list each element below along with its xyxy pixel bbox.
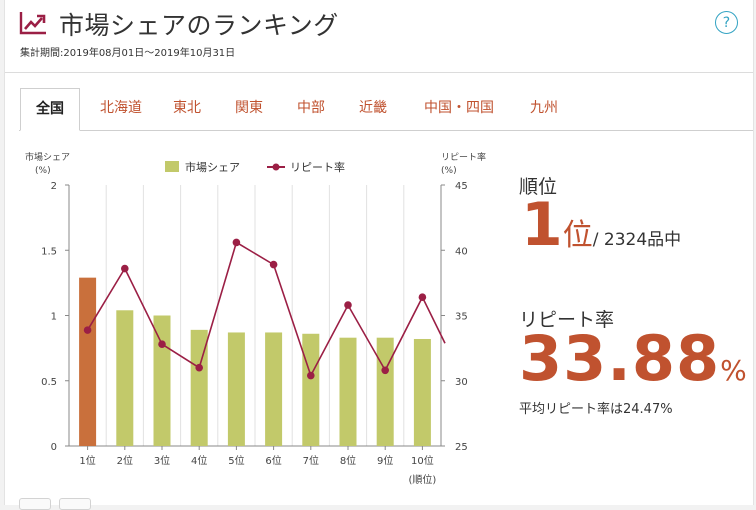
bar-market-share [302, 333, 320, 446]
left-axis-tick-label: 0 [51, 442, 57, 453]
right-axis-tick-label: 35 [455, 312, 468, 323]
x-axis-tick-label: 1位 [79, 454, 95, 467]
x-axis-tick-label: 4位 [191, 454, 207, 467]
left-axis-tick-label: 0.5 [41, 377, 57, 388]
rank-value: 1 [521, 190, 563, 260]
bar-market-share [116, 310, 134, 446]
repeat-rate-label: リピート率 [519, 309, 615, 331]
bar-market-share [376, 337, 394, 446]
right-axis-tick-label: 40 [455, 246, 468, 257]
rank-label: 順位 [519, 176, 558, 198]
tab-hokkaido[interactable]: 北海道 [100, 100, 142, 116]
left-axis-unit: (%) [35, 166, 51, 176]
repeat-rate-point [344, 301, 352, 309]
repeat-rate-display: 33.88% [519, 322, 747, 395]
bar-market-share [339, 337, 357, 446]
x-axis-unit: (順位) [408, 473, 436, 486]
ranking-chart: 0 0.5 1 1.5 2 25 30 35 40 45 市場シェア (%) リピート率 (%) 市場シェア… [25, 151, 486, 486]
help-icon[interactable]: ? [715, 11, 738, 34]
x-axis-tick-label: 9位 [377, 454, 393, 467]
repeat-rate-unit: % [720, 354, 747, 387]
region-tabs: 全国 北海道 東北 関東 中部 近畿 中国・四国 九州 [19, 88, 753, 131]
x-axis-tick-label: 6位 [265, 454, 281, 467]
tab-chubu[interactable]: 中部 [297, 100, 325, 116]
rank-display: 1位/ 2324品中 [521, 190, 681, 260]
header: 市場シェアのランキング 集計期間:2019年08月01日〜2019年10月31日… [5, 0, 753, 73]
right-axis-tick-label: 30 [455, 377, 468, 388]
left-axis-tick-label: 1 [51, 312, 57, 323]
repeat-rate-point [307, 371, 315, 380]
repeat-rate-point [418, 293, 427, 302]
tab-chugoku-shikoku[interactable]: 中国・四国 [424, 100, 494, 116]
legend-bar-swatch [165, 161, 179, 172]
pager-next-button[interactable] [59, 498, 91, 510]
x-axis-tick-label: 2位 [117, 454, 133, 467]
repeat-rate-point [381, 366, 390, 375]
x-axis-tick-label: 3位 [154, 454, 170, 467]
bar-market-share [265, 332, 283, 446]
aggregation-period: 集計期間:2019年08月01日〜2019年10月31日 [20, 48, 236, 59]
x-axis-tick-label: 10位 [411, 454, 434, 467]
legend-market-share: 市場シェア [185, 160, 240, 174]
repeat-rate-point [195, 363, 203, 372]
bar-market-share [227, 332, 245, 446]
repeat-rate-point [121, 264, 129, 273]
repeat-rate-point [232, 238, 241, 247]
average-repeat-rate: 平均リピート率は24.47% [519, 402, 673, 417]
tab-kyushu[interactable]: 九州 [530, 100, 558, 116]
repeat-rate-value: 33.88 [519, 322, 721, 395]
page-title: 市場シェアのランキング [59, 11, 339, 40]
repeat-rate-point [83, 326, 92, 334]
rank-total: / 2324品中 [592, 230, 682, 250]
bar-market-share [413, 338, 431, 446]
bar-market-share [190, 329, 208, 446]
right-axis-unit: (%) [441, 166, 457, 176]
x-axis-tick-label: 7位 [303, 454, 319, 467]
ranking-card: 市場シェアのランキング 集計期間:2019年08月01日〜2019年10月31日… [4, 0, 754, 510]
x-axis-tick-label: 8位 [340, 454, 356, 467]
repeat-rate-point [158, 340, 166, 349]
bar-market-share [153, 315, 171, 446]
right-axis-tick-label: 25 [455, 442, 468, 453]
tab-kanto[interactable]: 関東 [235, 100, 263, 116]
legend-repeat-rate: リピート率 [290, 160, 345, 174]
legend-line-marker [272, 163, 280, 171]
right-axis-title: リピート率 [441, 151, 486, 163]
tab-all-japan[interactable]: 全国 [20, 88, 80, 131]
right-axis-tick-label: 45 [455, 181, 468, 192]
repeat-rate-point [269, 260, 278, 269]
left-axis-tick-label: 2 [51, 181, 57, 192]
left-axis-tick-label: 1.5 [41, 246, 57, 257]
x-axis-tick-label: 5位 [228, 454, 244, 467]
pager-prev-button[interactable] [19, 498, 51, 510]
tab-kinki[interactable]: 近畿 [359, 100, 387, 116]
rank-unit: 位 [562, 218, 593, 253]
trend-chart-icon [19, 12, 46, 35]
tab-tohoku[interactable]: 東北 [173, 100, 201, 116]
left-axis-title: 市場シェア [25, 151, 70, 163]
bar-market-share [79, 277, 97, 446]
